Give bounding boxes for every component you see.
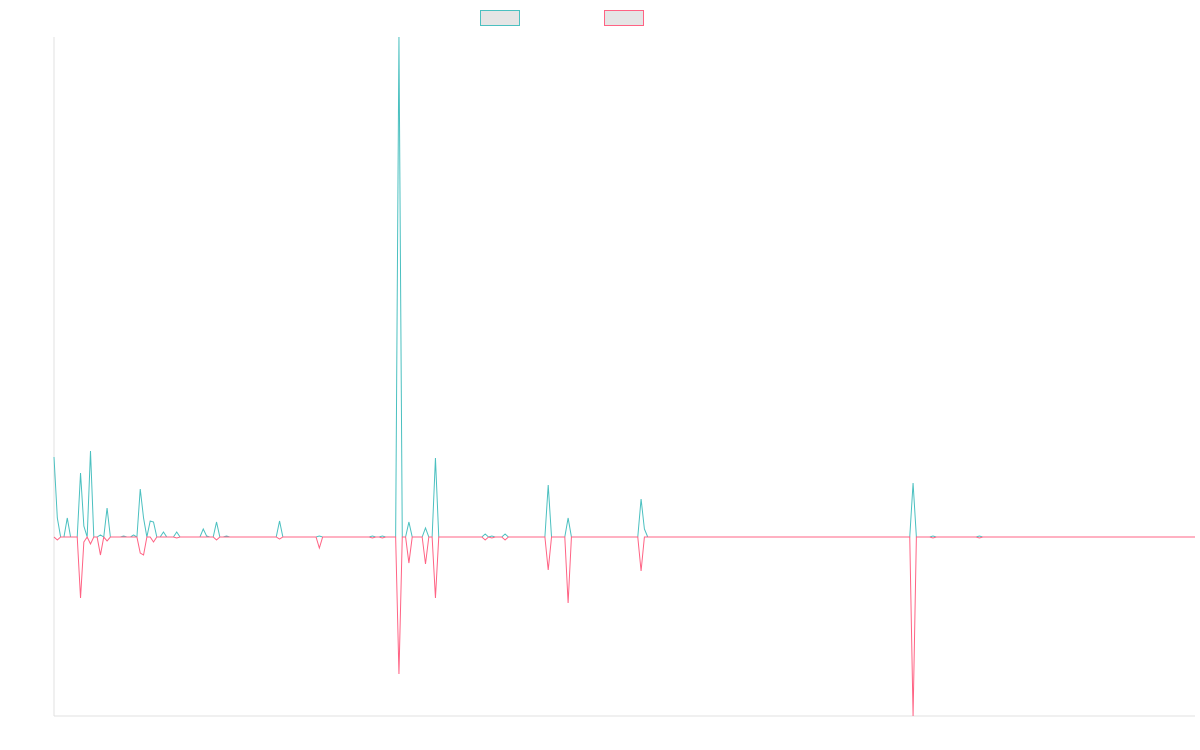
legend-swatch-series-1[interactable] (480, 10, 520, 26)
series-line-1 (53, 36, 1195, 538)
series-layer (53, 36, 1195, 717)
series-line-2 (53, 535, 1195, 717)
legend-swatch-series-2[interactable] (604, 10, 644, 26)
